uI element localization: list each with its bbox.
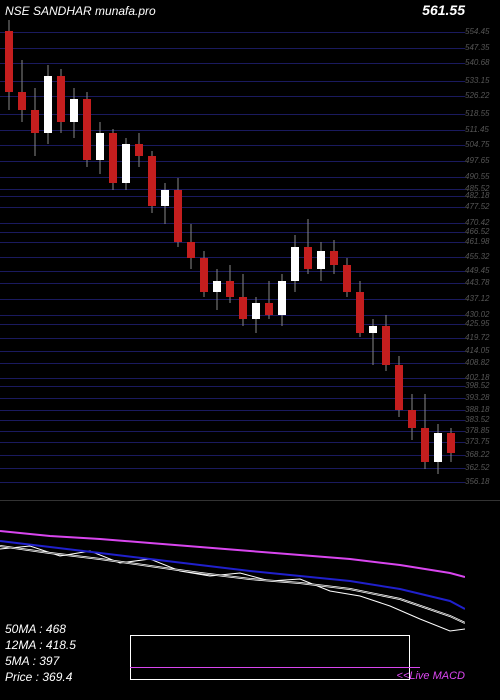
gridline-label: 414.05 [465,347,500,355]
gridline-label: 554.45 [465,28,500,36]
gridline-label: 443.78 [465,279,500,287]
gridline-label: 526.22 [465,92,500,100]
indicator-info-box: 50MA : 468 12MA : 418.5 5MA : 397 Price … [5,621,76,685]
gridline-label: 461.98 [465,238,500,246]
gridline-label: 455.32 [465,253,500,261]
ma50-label: 50MA : 468 [5,621,76,637]
gridline-label: 482.18 [465,192,500,200]
gridline-label: 398.52 [465,382,500,390]
gridline-label: 477.52 [465,203,500,211]
top-price-label: 561.55 [422,2,465,18]
macd-box [130,635,410,680]
indicator-panel: 50MA : 468 12MA : 418.5 5MA : 397 Price … [0,500,500,700]
gridline-label: 437.12 [465,295,500,303]
gridline-label: 356.18 [465,478,500,486]
candlestick-area [0,15,465,485]
gridline-label: 425.95 [465,320,500,328]
gridline-label: 533.15 [465,77,500,85]
gridline-label: 547.35 [465,44,500,52]
gridline-label: 388.18 [465,406,500,414]
gridline-label: 449.45 [465,267,500,275]
gridline-label: 362.52 [465,464,500,472]
chart-title-area: NSE SANDHAR munafa.pro [5,2,156,20]
ma5-label: 5MA : 397 [5,653,76,669]
chart-title: NSE SANDHAR munafa.pro [5,4,156,18]
macd-baseline [130,667,420,668]
gridline-label: 430.02 [465,311,500,319]
gridline-label: 393.28 [465,394,500,402]
gridline-label: 540.68 [465,59,500,67]
gridline-label: 504.75 [465,141,500,149]
gridline-label: 383.52 [465,416,500,424]
ma12-label: 12MA : 418.5 [5,637,76,653]
macd-label: <<Live MACD [397,670,465,682]
gridline-label: 497.65 [465,157,500,165]
gridline-label: 373.75 [465,438,500,446]
gridline-label: 466.52 [465,228,500,236]
gridline-label: 368.22 [465,451,500,459]
gridline-label: 378.85 [465,427,500,435]
gridline-label: 419.72 [465,334,500,342]
gridline-label: 518.55 [465,110,500,118]
gridline-label: 490.55 [465,173,500,181]
gridline-label: 511.45 [465,126,500,134]
price-label: Price : 369.4 [5,669,76,685]
gridline-label: 408.82 [465,359,500,367]
price-chart-panel: NSE SANDHAR munafa.pro 561.55 554.45 547.… [0,0,500,500]
moving-average-lines [0,501,465,641]
gridline-label: 470.42 [465,219,500,227]
